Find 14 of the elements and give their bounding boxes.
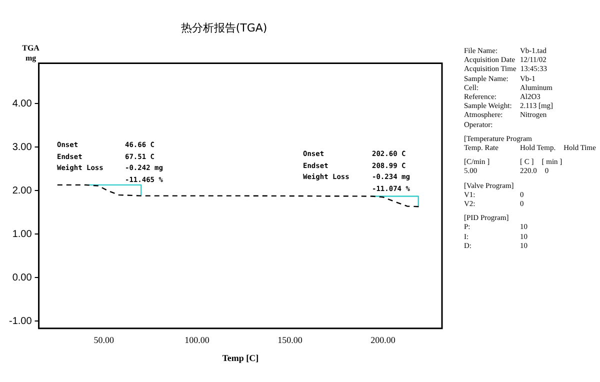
y-tick-label: 0.00 bbox=[12, 272, 32, 284]
y-tick-label: 1.00 bbox=[12, 228, 32, 240]
x-tick-label: 200.00 bbox=[370, 335, 396, 346]
y-tick-label: -1.00 bbox=[8, 316, 32, 327]
x-axis-title: Temp [C] bbox=[222, 352, 259, 363]
y-tick-label: 2.00 bbox=[12, 185, 32, 196]
y-tick-label: 3.00 bbox=[12, 142, 32, 153]
y-axis-title: TGA mg bbox=[22, 43, 40, 62]
chart-title: 热分析报告(TGA) bbox=[180, 21, 268, 34]
line-series bbox=[56, 184, 421, 208]
x-tick-label: 50.00 bbox=[94, 335, 115, 346]
x-tick-label: 150.00 bbox=[278, 335, 303, 346]
y-tick-label: 4.00 bbox=[12, 98, 32, 110]
x-tick-label: 100.00 bbox=[184, 335, 210, 346]
